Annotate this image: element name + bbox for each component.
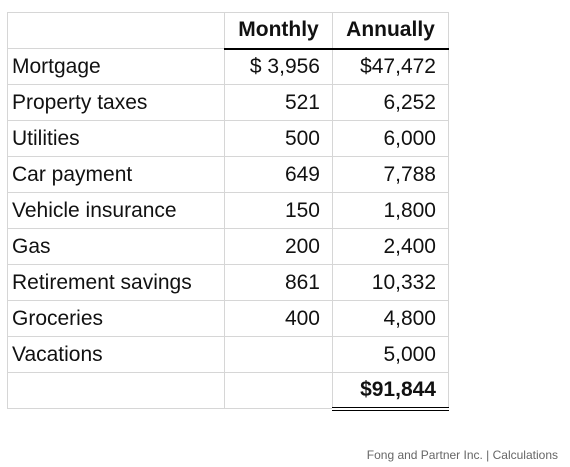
cell-annually: 4,800 — [332, 300, 449, 337]
table-row: Mortgage $ 3,956 $47,472 — [7, 48, 449, 85]
table-row: Gas 200 2,400 — [7, 228, 449, 265]
cell-label: Groceries — [7, 300, 225, 337]
cell-annually: $91,844 — [332, 372, 449, 411]
table-row: Vehicle insurance 150 1,800 — [7, 192, 449, 229]
table-row: Retirement savings 861 10,332 — [7, 264, 449, 301]
cell-label: Mortgage — [7, 48, 225, 85]
cell-monthly: 200 — [224, 228, 333, 265]
cell-label: Vacations — [7, 336, 225, 373]
table-row: Groceries 400 4,800 — [7, 300, 449, 337]
table-row: $91,844 — [7, 372, 449, 411]
budget-table: Monthly Annually Mortgage $ 3,956 $47,472 Pro… — [7, 12, 449, 411]
cell-monthly: $ 3,956 — [224, 48, 333, 85]
cell-annually: $47,472 — [332, 48, 449, 85]
cell-annually: Annually — [332, 12, 449, 50]
cell-label: Retirement savings — [7, 264, 225, 301]
cell-monthly: 521 — [224, 84, 333, 121]
cell-annually: 1,800 — [332, 192, 449, 229]
table-row: Utilities 500 6,000 — [7, 120, 449, 157]
cell-annually: 7,788 — [332, 156, 449, 193]
cell-label: Gas — [7, 228, 225, 265]
cell-monthly — [224, 372, 333, 409]
cell-monthly: 500 — [224, 120, 333, 157]
cell-label: Vehicle insurance — [7, 192, 225, 229]
cell-label — [7, 12, 225, 49]
cell-annually: 6,252 — [332, 84, 449, 121]
cell-monthly — [224, 336, 333, 373]
cell-monthly: 861 — [224, 264, 333, 301]
cell-monthly: 400 — [224, 300, 333, 337]
cell-annually: 6,000 — [332, 120, 449, 157]
cell-annually: 5,000 — [332, 336, 449, 373]
table-row: Property taxes 521 6,252 — [7, 84, 449, 121]
table-row: Car payment 649 7,788 — [7, 156, 449, 193]
table-row: Monthly Annually — [7, 12, 449, 50]
cell-monthly: 649 — [224, 156, 333, 193]
cell-label: Utilities — [7, 120, 225, 157]
cell-monthly: Monthly — [224, 12, 333, 50]
cell-label — [7, 372, 225, 409]
cell-monthly: 150 — [224, 192, 333, 229]
caption: Fong and Partner Inc. | Calculations — [366, 448, 558, 462]
cell-label: Car payment — [7, 156, 225, 193]
cell-label: Property taxes — [7, 84, 225, 121]
table-row: Vacations 5,000 — [7, 336, 449, 373]
cell-annually: 2,400 — [332, 228, 449, 265]
cell-annually: 10,332 — [332, 264, 449, 301]
